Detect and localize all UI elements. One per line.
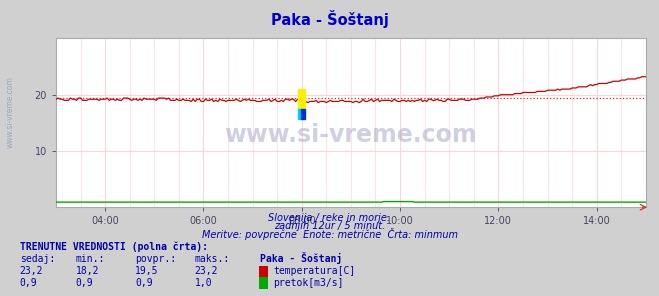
Text: 23,2: 23,2	[194, 266, 218, 276]
Text: www.si-vreme.com: www.si-vreme.com	[225, 123, 477, 147]
Text: Paka - Šoštanj: Paka - Šoštanj	[271, 10, 388, 28]
Text: Paka - Šoštanj: Paka - Šoštanj	[260, 252, 343, 264]
Text: 0,9: 0,9	[135, 278, 153, 288]
Text: 18,2: 18,2	[76, 266, 100, 276]
Text: 19,5: 19,5	[135, 266, 159, 276]
Text: Slovenija / reke in morje.: Slovenija / reke in morje.	[268, 213, 391, 223]
Text: 0,9: 0,9	[76, 278, 94, 288]
Text: min.:: min.:	[76, 254, 105, 264]
Text: maks.:: maks.:	[194, 254, 229, 264]
Text: zadnjih 12ur / 5 minut.: zadnjih 12ur / 5 minut.	[274, 221, 385, 231]
Text: TRENUTNE VREDNOSTI (polna črta):: TRENUTNE VREDNOSTI (polna črta):	[20, 242, 208, 252]
Bar	[298, 109, 301, 120]
Text: www.si-vreme.com: www.si-vreme.com	[5, 77, 14, 148]
Bar	[298, 89, 305, 109]
Text: 23,2: 23,2	[20, 266, 43, 276]
Text: povpr.:: povpr.:	[135, 254, 176, 264]
Text: 0,9: 0,9	[20, 278, 38, 288]
Text: 1,0: 1,0	[194, 278, 212, 288]
Text: Meritve: povprečne  Enote: metrične  Črta: minmum: Meritve: povprečne Enote: metrične Črta:…	[202, 228, 457, 240]
Text: pretok[m3/s]: pretok[m3/s]	[273, 278, 344, 288]
Bar	[301, 109, 305, 120]
Text: sedaj:: sedaj:	[20, 254, 55, 264]
Text: temperatura[C]: temperatura[C]	[273, 266, 356, 276]
